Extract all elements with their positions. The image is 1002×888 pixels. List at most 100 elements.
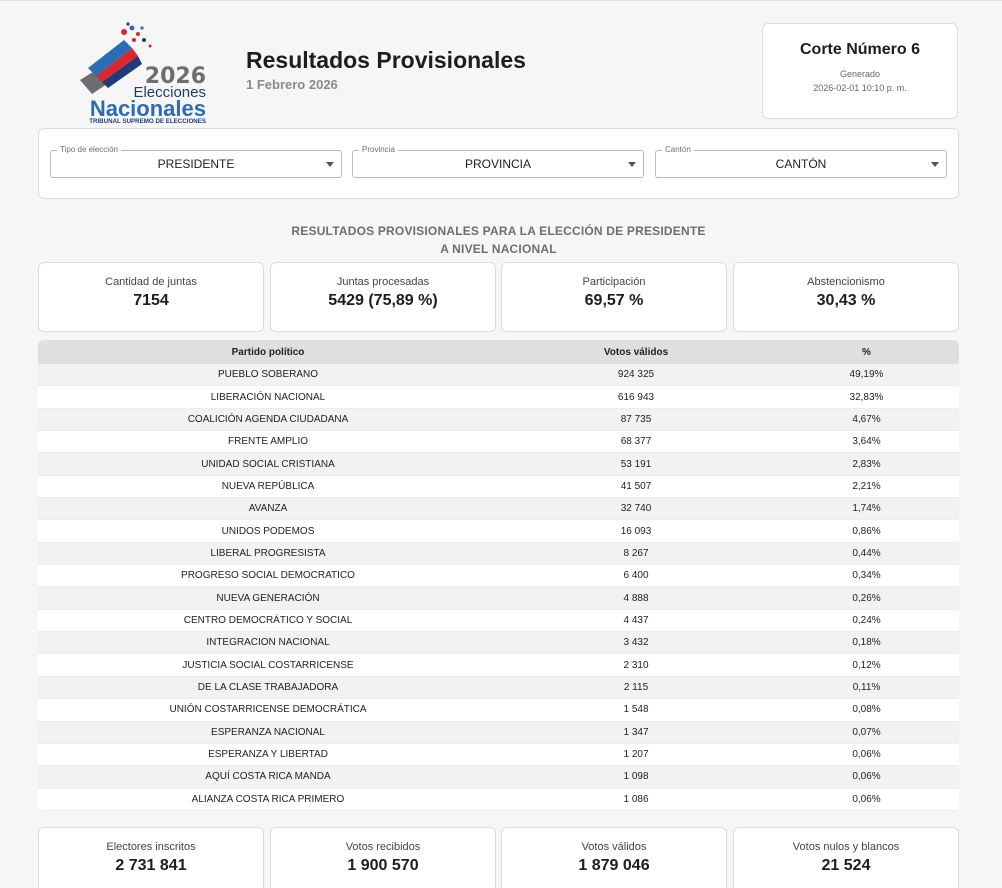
table-row: UNIDAD SOCIAL CRISTIANA 53 191 2,83% [38,453,959,476]
stat-label: Cantidad de juntas [105,276,197,288]
chevron-down-icon [628,162,636,167]
percent-cell: 0,24% [852,614,881,626]
stat-value: 1 879 046 [578,857,650,874]
percent-cell: 0,06% [852,793,881,805]
valid-votes-cell: 41 507 [620,480,652,492]
header-votos[interactable]: Votos válidos [603,346,669,358]
canton-value: CANTÓN [775,157,827,171]
percent-cell: 0,06% [852,771,881,783]
stat-label: Participación [582,276,646,288]
stat-value: 1 900 570 [347,857,419,874]
results-table: Partido político Votos válidos % PUEBLO … [38,340,959,811]
section-heading-line1: RESULTADOS PROVISIONALES PARA LA ELECCIÓ… [291,224,706,238]
election-type-label: Tipo de elección [57,145,121,155]
party-name-cell: LIBERAL PROGRESISTA [210,547,326,559]
valid-votes-cell: 1 548 [623,704,649,716]
party-name-cell: NUEVA REPÚBLICA [221,480,315,492]
valid-votes-cell: 1 098 [623,771,649,783]
table-row: NUEVA GENERACIÓN 4 888 0,26% [38,587,959,610]
valid-votes-cell: 8 267 [623,547,649,559]
table-row: UNIDOS PODEMOS 16 093 0,86% [38,520,959,543]
valid-votes-cell: 4 888 [623,592,649,604]
province-select[interactable]: Provincia PROVINCIA [352,145,644,178]
party-name-cell: INTEGRACION NACIONAL [206,637,330,649]
valid-votes-cell: 16 093 [620,525,652,537]
logo-line1: Elecciones [133,84,206,101]
table-row: AQUÍ COSTA RICA MANDA 1 098 0,06% [38,766,959,789]
section-heading-line2: A NIVEL NACIONAL [440,242,557,256]
stat-card-juntas-procesadas: Juntas procesadas 5429 (75,89 %) [270,262,496,332]
valid-votes-cell: 87 735 [620,413,652,425]
stat-value: 2 731 841 [115,857,187,874]
percent-cell: 0,44% [852,547,881,559]
table-row: DE LA CLASE TRABAJADORA 2 115 0,11% [38,676,959,700]
stat-value: 5429 (75,89 %) [328,292,438,309]
stat-value: 69,57 % [584,292,644,309]
party-name-cell: PUEBLO SOBERANO [217,369,319,381]
percent-cell: 0,26% [852,592,881,604]
table-row: FRENTE AMPLIO 68 377 3,64% [38,431,959,454]
table-row: LIBERACIÓN NACIONAL 616 943 32,83% [38,386,959,409]
logo-tagline: TRIBUNAL SUPREMO DE ELECCIONES [89,118,206,125]
stat-card-votos-recibidos: Votos recibidos 1 900 570 [270,827,496,888]
percent-cell: 2,21% [852,480,881,492]
percent-cell: 0,11% [852,681,881,693]
party-name-cell: UNIDOS PODEMOS [221,525,315,537]
valid-votes-cell: 32 740 [620,503,652,515]
stat-card-abstencionismo: Abstencionismo 30,43 % [733,262,959,332]
valid-votes-cell: 2 310 [623,659,649,671]
table-body: PUEBLO SOBERANO 924 325 49,19% LIBERACIÓN N… [38,364,959,811]
chevron-down-icon [931,162,939,167]
header-porcentaje[interactable]: % [862,346,871,358]
party-name-cell: ESPERANZA NACIONAL [211,726,325,738]
party-name-cell: CENTRO DEMOCRÁTICO Y SOCIAL [183,614,353,626]
ballot-icon [80,22,152,94]
valid-votes-cell: 6 400 [623,570,649,582]
percent-cell: 4,67% [852,413,881,425]
percent-cell: 0,06% [852,749,881,761]
percent-cell: 0,18% [852,637,881,649]
stat-value: 21 524 [821,857,871,874]
page-title: Resultados Provisionales [246,47,526,73]
stat-value: 7154 [133,292,169,309]
stat-card-votos-nulos: Votos nulos y blancos 21 524 [733,827,959,888]
party-name-cell: AVANZA [248,503,288,515]
party-name-cell: ESPERANZA Y LIBERTAD [208,749,328,761]
percent-cell: 0,86% [852,525,881,537]
party-name-cell: LIBERACIÓN NACIONAL [210,391,326,403]
province-value: PROVINCIA [464,157,531,171]
valid-votes-cell: 4 437 [623,614,649,626]
valid-votes-cell: 616 943 [617,391,655,403]
percent-cell: 3,64% [852,436,881,448]
valid-votes-cell: 1 347 [623,726,649,738]
valid-votes-cell: 1 207 [623,749,649,761]
table-row: ALIANZA COSTA RICA PRIMERO 1 086 0,06% [38,788,959,811]
percent-cell: 1,74% [852,503,881,515]
filters-panel: Tipo de elección PRESIDENTE Provincia PR… [38,128,959,199]
party-name-cell: AQUÍ COSTA RICA MANDA [205,771,331,783]
corte-generated-label: Generado [839,69,881,79]
party-name-cell: JUSTICIA SOCIAL COSTARRICENSE [182,659,354,671]
election-type-select[interactable]: Tipo de elección PRESIDENTE [50,145,342,178]
valid-votes-cell: 68 377 [620,436,652,448]
table-header: Partido político Votos válidos % [38,340,959,364]
stat-label: Abstencionismo [807,276,885,288]
chevron-down-icon [326,162,334,167]
canton-select[interactable]: Cantón CANTÓN [655,145,947,178]
stat-label: Votos recibidos [345,841,421,853]
corte-timestamp: 2026-02-01 10:10 p. m. [813,83,907,93]
table-row: COALICIÓN AGENDA CIUDADANA 87 735 4,67% [38,408,959,432]
header-partido[interactable]: Partido político [231,346,305,358]
valid-votes-cell: 1 086 [623,793,649,805]
stat-label: Votos nulos y blancos [792,841,900,853]
logo-year: 2026 [145,64,206,89]
stat-label: Votos válidos [581,841,647,853]
section-heading: RESULTADOS PROVISIONALES PARA LA ELECCIÓ… [0,222,997,258]
table-row: AVANZA 32 740 1,74% [38,498,959,521]
top-border [0,0,1002,1]
corte-card: Corte Número 6 Generado 2026-02-01 10:10… [762,23,958,119]
percent-cell: 32,83% [849,391,884,403]
stat-card-participacion: Participación 69,57 % [501,262,727,332]
percent-cell: 0,34% [852,570,881,582]
valid-votes-cell: 3 432 [623,637,649,649]
